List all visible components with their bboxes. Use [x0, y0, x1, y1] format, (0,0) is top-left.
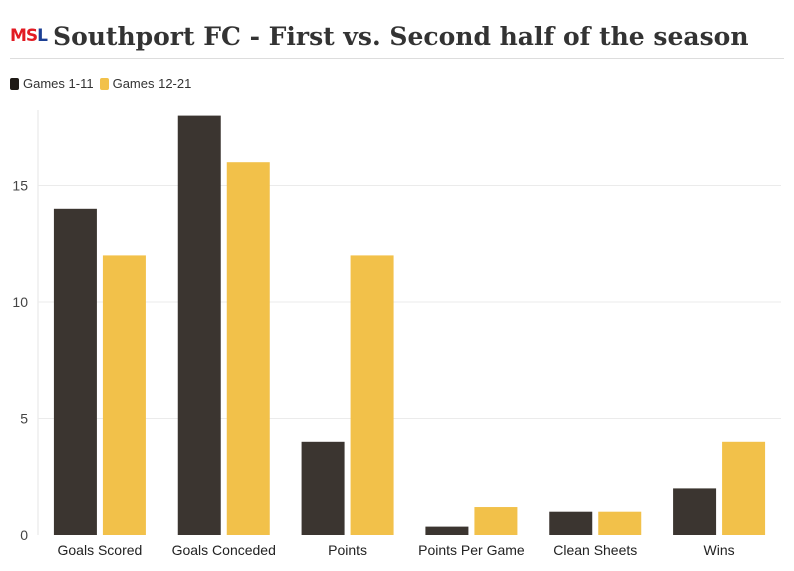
y-tick-label: 15: [12, 178, 28, 194]
bar-series-2: [722, 441, 766, 535]
x-tick-label: Points Per Game: [418, 542, 525, 558]
legend-item-series-1: Games 1-11: [10, 76, 94, 91]
bar-series-2: [598, 511, 642, 535]
y-tick-label: 0: [20, 527, 28, 543]
bar-series-2: [226, 162, 270, 535]
bar-series-1: [425, 526, 469, 535]
x-tick-label: Goals Conceded: [172, 542, 276, 558]
bar-chart: 0 5 10 15 Goals Scored Goals Conceded Points Po…: [12, 110, 781, 558]
y-tick-label: 5: [20, 411, 28, 427]
y-tick-label: 10: [12, 294, 28, 310]
bar-series-1: [301, 441, 345, 535]
x-tick-label: Goals Scored: [58, 542, 143, 558]
logo-letter-m: M: [10, 26, 27, 46]
bar-series-2: [102, 255, 146, 535]
bar-series-1: [53, 208, 97, 536]
x-tick-label: Wins: [704, 542, 735, 558]
logo-letter-l: L: [37, 26, 48, 46]
legend-label-series-2: Games 12-21: [112, 76, 192, 91]
bar-series-1: [549, 511, 593, 535]
header-divider: [10, 58, 784, 59]
logo-letter-s: S: [25, 26, 38, 46]
legend-label-series-1: Games 1-11: [23, 76, 94, 91]
legend-swatch-series-1: [10, 77, 19, 90]
legend-item-series-2: Games 12-21: [99, 76, 192, 91]
chart-title: Southport FC - First vs. Second half of …: [53, 21, 749, 51]
legend-swatch-series-2: [99, 77, 109, 90]
chart-legend: Games 1-11 Games 12-21: [10, 76, 197, 91]
bar-series-2: [474, 507, 518, 535]
x-tick-label: Clean Sheets: [553, 542, 637, 558]
bar-series-1: [673, 488, 717, 535]
bar-series-1: [177, 115, 221, 535]
x-tick-label: Points: [328, 542, 367, 558]
bar-series-2: [350, 255, 394, 535]
